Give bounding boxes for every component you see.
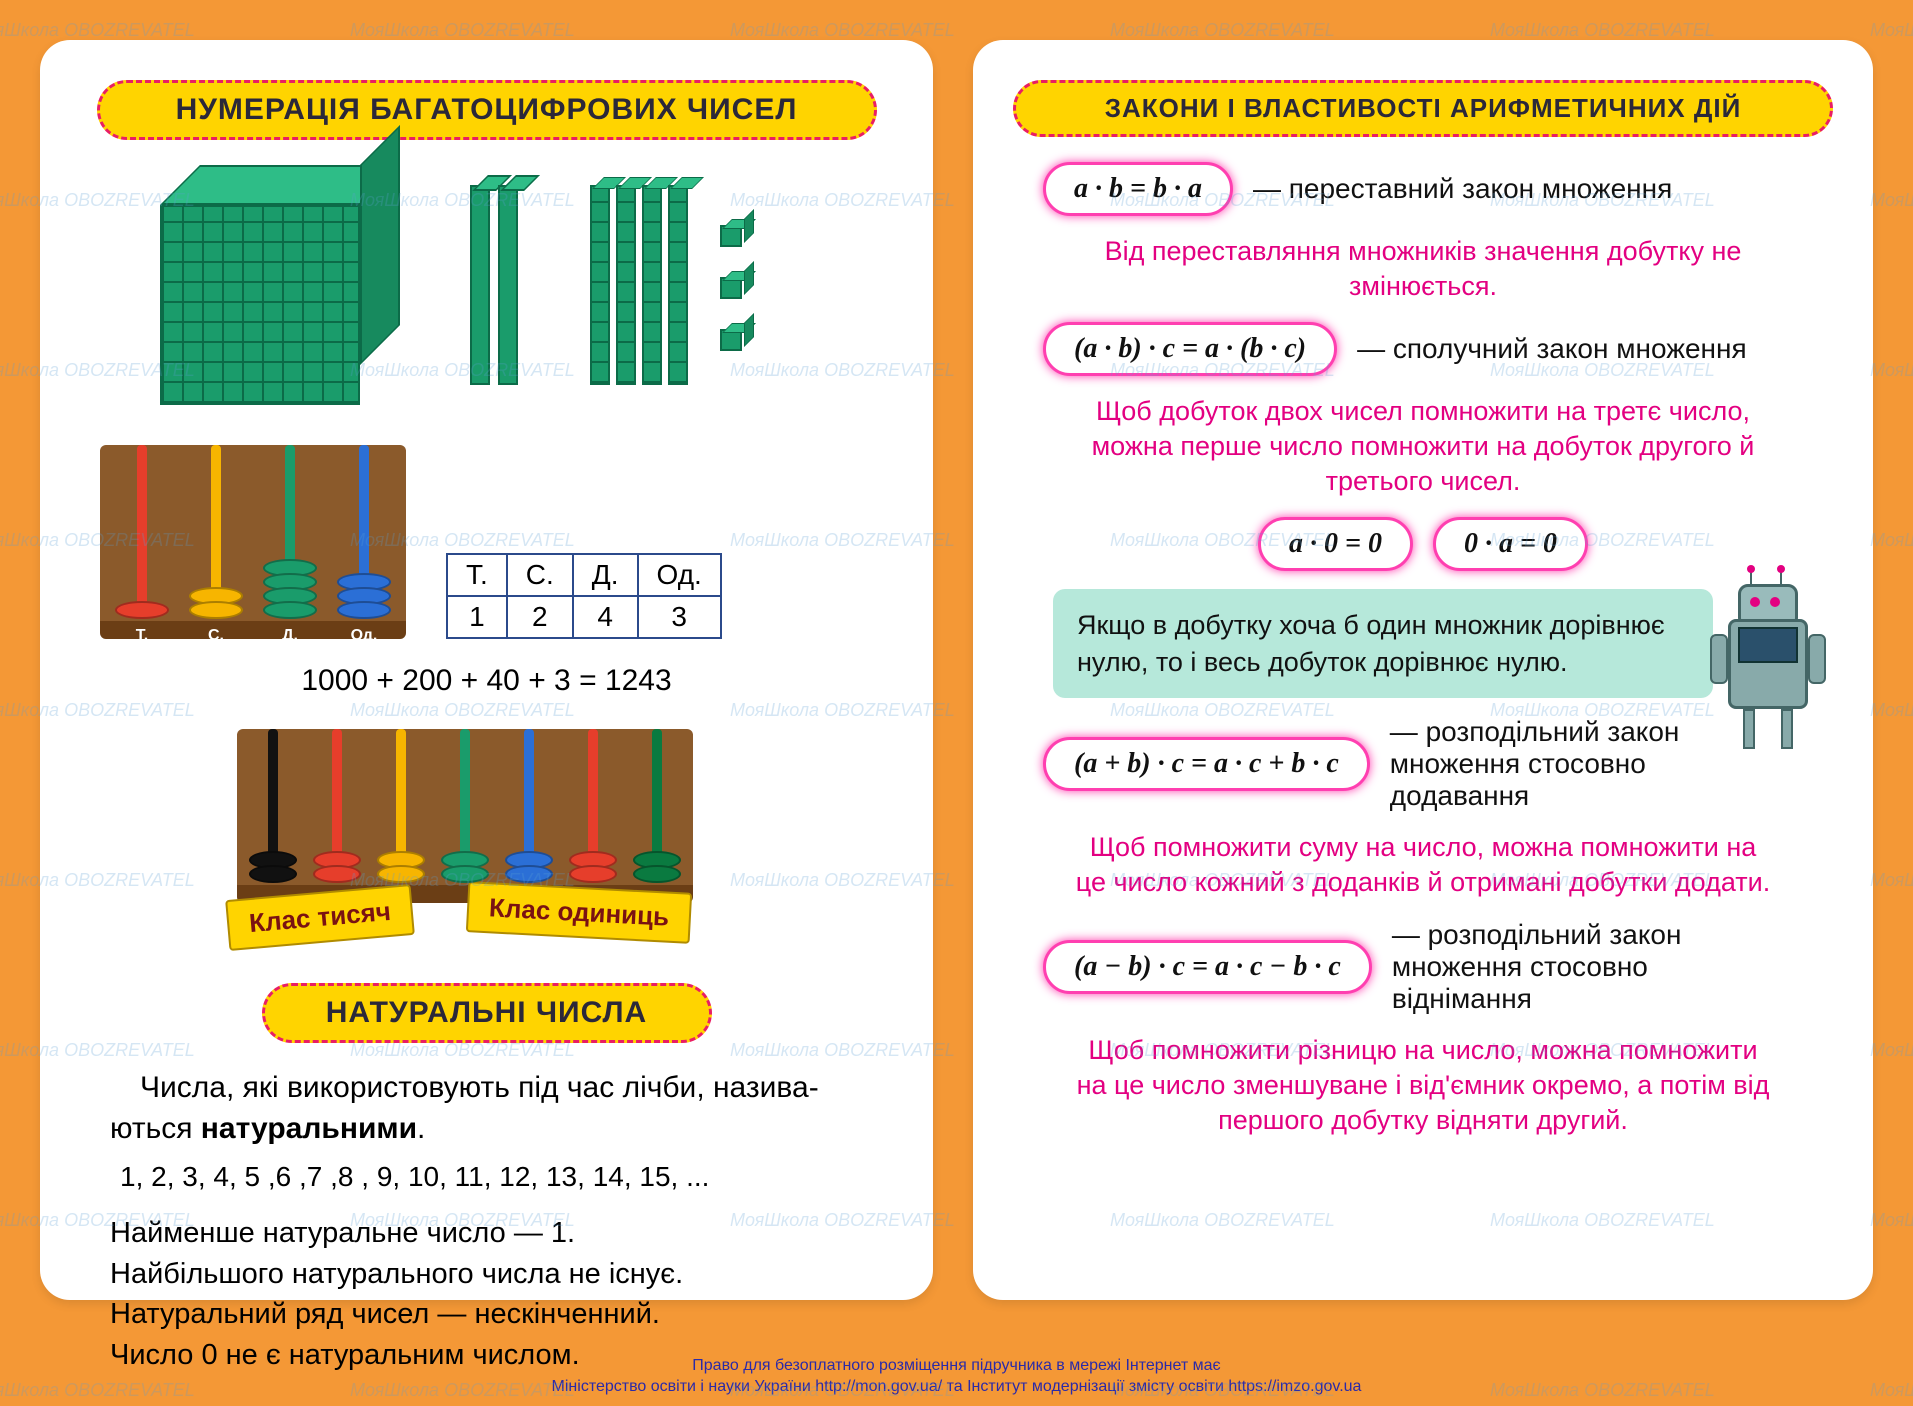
nat-def-bold: натуральними — [201, 1112, 417, 1145]
decomposition-equation: 1000 + 200 + 40 + 3 = 1243 — [80, 664, 893, 698]
title-natural-numbers: НАТУРАЛЬНІ ЧИСЛА — [262, 983, 712, 1043]
nat-def-part2: ються — [110, 1112, 201, 1145]
associative-explanation: Щоб добуток двох чисел помножити на трет… — [1073, 394, 1773, 499]
place-value-table: Т.С.Д.Од.1243 — [446, 553, 722, 639]
ten-rods — [590, 185, 688, 385]
commutative-explanation: Від переставляння множників значення доб… — [1073, 234, 1773, 304]
natural-numbers-sequence: 1, 2, 3, 4, 5 ,6 ,7 ,8 , 9, 10, 11, 12, … — [120, 1161, 853, 1193]
footer-line1: Право для безоплатного розміщення підруч… — [0, 1356, 1913, 1377]
distributive-add-formula: (a + b) · c = a · c + b · c — [1043, 737, 1370, 791]
abacus-classes: Клас тисяч Клас одиниць — [187, 723, 787, 953]
footer-attribution: Право для безоплатного розміщення підруч… — [0, 1356, 1913, 1398]
robot-icon — [1708, 579, 1828, 749]
distributive-sub-explanation: Щоб помножити різницю на число, можна по… — [1073, 1033, 1773, 1138]
nat-def-part1: Числа, які використовують під час лічби,… — [140, 1071, 819, 1104]
distributive-sub-desc: — розподільний закон множення стосовно в… — [1392, 919, 1752, 1015]
commutative-formula: a · b = b · a — [1043, 162, 1233, 216]
class-units-label: Клас одиниць — [465, 881, 692, 944]
zero-mult-formula-a: a · 0 = 0 — [1258, 517, 1413, 571]
right-page: ЗАКОНИ І ВЛАСТИВОСТІ АРИФМЕТИЧНИХ ДІЙ a … — [973, 40, 1873, 1300]
abacus-1243: Т.С.Д.Од. — [100, 445, 406, 639]
natural-numbers-definition: Числа, які використовують під час лічби,… — [110, 1068, 863, 1149]
commutative-desc: — переставний закон множення — [1253, 173, 1672, 205]
distributive-add-explanation: Щоб помножити суму на число, можна помно… — [1073, 830, 1773, 900]
title-arithmetic-laws: ЗАКОНИ І ВЛАСТИВОСТІ АРИФМЕТИЧНИХ ДІЙ — [1013, 80, 1833, 137]
associative-formula: (a · b) · c = a · (b · c) — [1043, 322, 1337, 376]
natural-numbers-facts: Найменше натуральне число — 1.Найбільшог… — [110, 1213, 863, 1375]
nat-def-part3: . — [417, 1112, 425, 1145]
base-ten-blocks — [120, 165, 853, 425]
distributive-add-desc: — розподільний закон множення стосовно д… — [1390, 716, 1750, 812]
footer-line2: Міністерство освіти і науки України http… — [0, 1377, 1913, 1398]
unit-cubes — [720, 225, 742, 351]
title-numeration: НУМЕРАЦІЯ БАГАТОЦИФРОВИХ ЧИСЕЛ — [97, 80, 877, 140]
distributive-sub-formula: (a − b) · c = a · c − b · c — [1043, 940, 1372, 994]
zero-product-callout: Якщо в добутку хоча б один множник дорів… — [1053, 589, 1713, 698]
callout-text: Якщо в добутку хоча б один множник дорів… — [1077, 610, 1665, 676]
associative-desc: — сполучний закон множення — [1357, 333, 1747, 365]
hundred-flats — [470, 185, 518, 385]
thousand-cube — [160, 165, 420, 405]
zero-mult-formula-b: 0 · a = 0 — [1433, 517, 1588, 571]
left-page: НУМЕРАЦІЯ БАГАТОЦИФРОВИХ ЧИСЕЛ Т.С.Д.Од.… — [40, 40, 933, 1300]
